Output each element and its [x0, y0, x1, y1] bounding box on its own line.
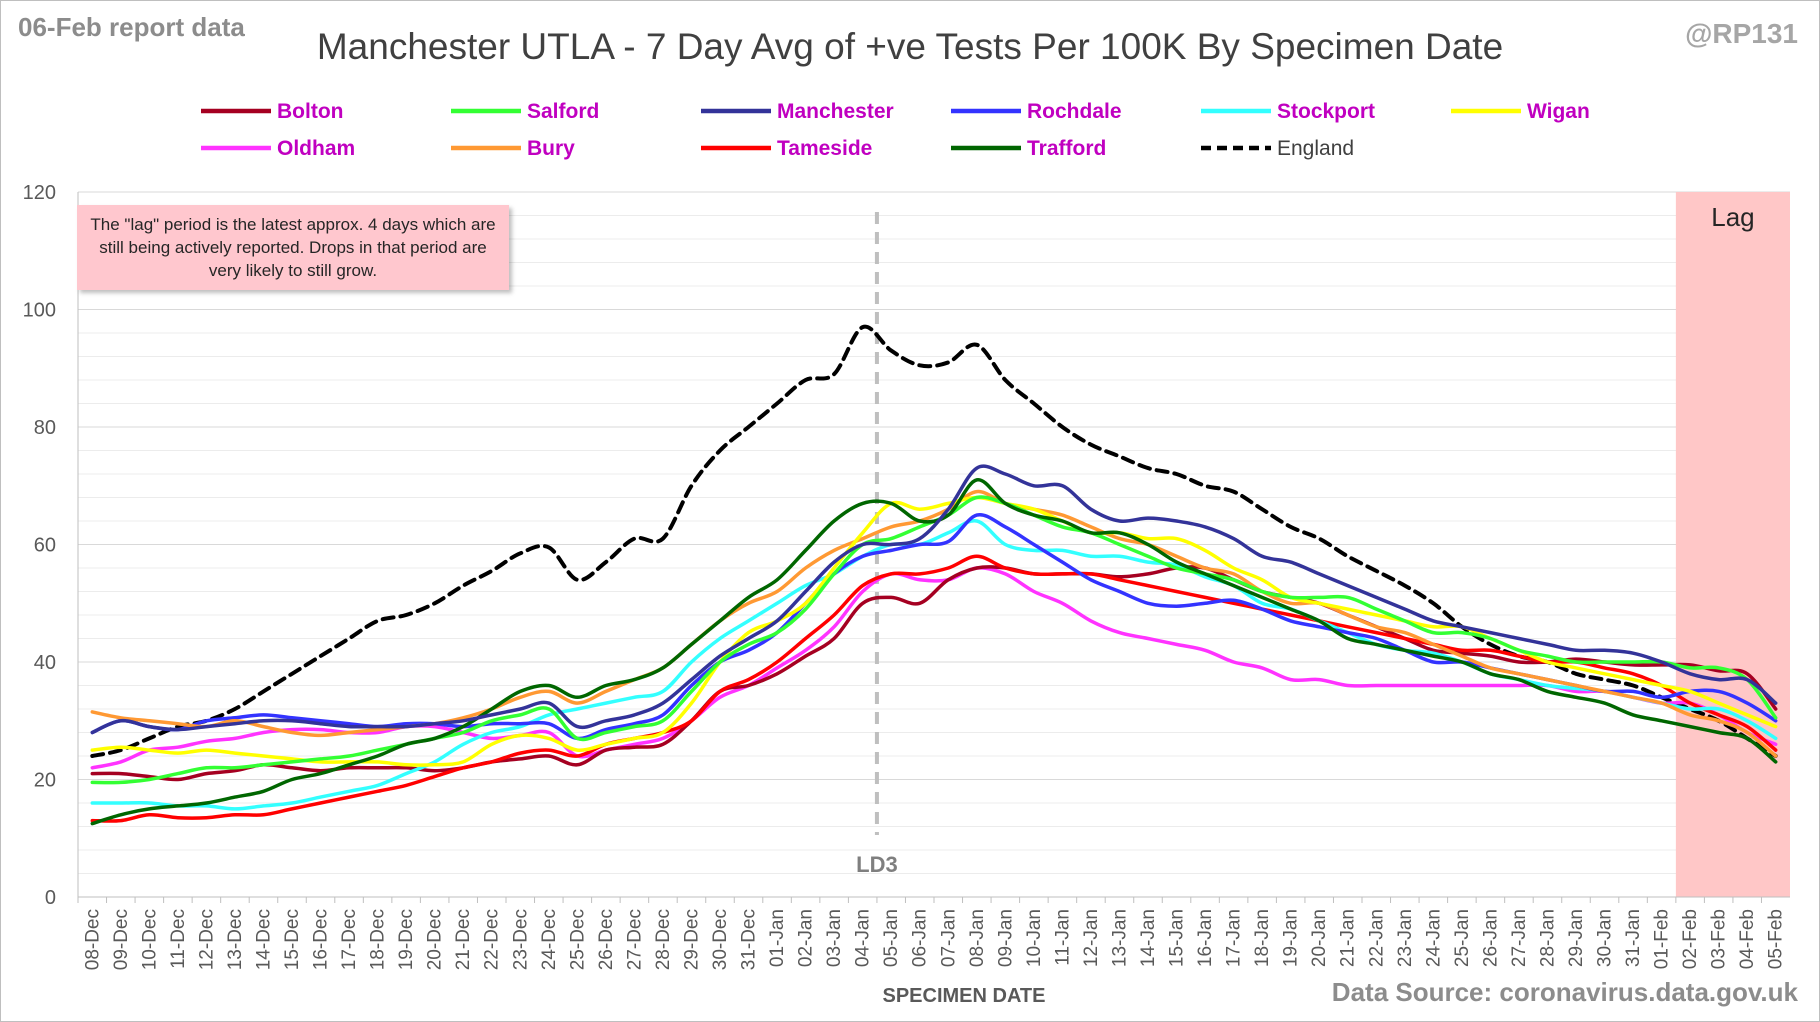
x-tick-label: 05-Jan [881, 909, 902, 967]
series-line-manchester [90, 464, 1778, 735]
x-tick-label: 16-Dec [311, 909, 332, 970]
x-tick-label: 16-Jan [1195, 909, 1216, 967]
legend-label-bolton: Bolton [277, 100, 343, 123]
y-tick-label: 0 [45, 887, 56, 909]
legend-label-manchester: Manchester [777, 100, 894, 123]
series-line-oldham [90, 566, 1778, 770]
x-tick-label: 13-Dec [225, 909, 246, 970]
x-tick-label: 21-Jan [1338, 909, 1359, 967]
x-tick-label: 20-Jan [1309, 909, 1330, 967]
x-tick-label: 26-Dec [596, 909, 617, 970]
x-tick-label: 02-Feb [1680, 909, 1701, 969]
x-tick-label: 10-Dec [139, 909, 160, 970]
legend-label-stockport: Stockport [1277, 100, 1375, 123]
x-tick-label: 12-Dec [196, 909, 217, 970]
x-tick-label: 23-Jan [1395, 909, 1416, 967]
x-tick-label: 15-Jan [1167, 909, 1188, 967]
x-tick-label: 29-Dec [681, 909, 702, 970]
x-tick-label: 10-Jan [1024, 909, 1045, 967]
x-tick-label: 31-Jan [1623, 909, 1644, 967]
x-tick-label: 17-Jan [1224, 909, 1245, 967]
x-tick-label: 01-Jan [767, 909, 788, 967]
x-tick-label: 09-Jan [995, 909, 1016, 967]
series-line-trafford [90, 478, 1778, 826]
x-tick-label: 02-Jan [796, 909, 817, 967]
y-tick-label: 20 [34, 770, 56, 792]
legend-label-oldham: Oldham [277, 137, 355, 160]
legend-label-england: England [1277, 137, 1354, 160]
ld3-label: LD3 [856, 852, 898, 877]
x-tick-label: 09-Dec [111, 909, 132, 970]
x-tick-label: 21-Dec [453, 909, 474, 970]
x-tick-label: 30-Dec [710, 909, 731, 970]
lag-note-callout: The "lag" period is the latest approx. 4… [77, 205, 509, 290]
x-tick-label: 23-Dec [510, 909, 531, 970]
x-tick-label: 18-Jan [1252, 909, 1273, 967]
x-tick-label: 03-Feb [1709, 909, 1730, 969]
chart-title: Manchester UTLA - 7 Day Avg of +ve Tests… [316, 26, 1504, 67]
legend-label-tameside: Tameside [777, 137, 872, 160]
x-tick-label: 12-Jan [1081, 909, 1102, 967]
legend-label-trafford: Trafford [1027, 137, 1106, 160]
x-tick-label: 31-Dec [739, 909, 760, 970]
x-tick-label: 20-Dec [425, 909, 446, 970]
x-tick-label: 11-Jan [1052, 909, 1073, 966]
x-tick-label: 03-Jan [824, 909, 845, 967]
x-tick-label: 30-Jan [1595, 909, 1616, 967]
x-tick-label: 29-Jan [1566, 909, 1587, 967]
lag-band [1675, 192, 1790, 897]
y-tick-label: 80 [34, 417, 56, 439]
series-line-bolton [90, 565, 1778, 782]
x-tick-label: 04-Jan [853, 909, 874, 967]
x-tick-label: 14-Jan [1138, 909, 1159, 967]
lag-label: Lag [1711, 202, 1754, 232]
x-tick-label: 01-Feb [1652, 909, 1673, 969]
x-tick-label: 26-Jan [1480, 909, 1501, 967]
y-tick-label: 120 [23, 182, 56, 204]
legend-label-rochdale: Rochdale [1027, 100, 1122, 123]
data-source-label: Data Source: coronavirus.data.gov.uk [1331, 977, 1798, 1007]
x-tick-label: 08-Jan [967, 909, 988, 967]
x-tick-label: 06-Jan [910, 909, 931, 967]
x-tick-label: 25-Dec [567, 909, 588, 970]
x-tick-label: 17-Dec [339, 909, 360, 970]
y-tick-label: 40 [34, 652, 56, 674]
x-tick-label: 22-Jan [1366, 909, 1387, 967]
y-tick-label: 100 [23, 300, 56, 322]
x-tick-label: 11-Dec [168, 909, 189, 969]
report-date-label: 06-Feb report data [18, 12, 245, 42]
x-axis-title: SPECIMEN DATE [883, 985, 1046, 1007]
x-tick-label: 04-Feb [1737, 909, 1758, 969]
legend-label-salford: Salford [527, 100, 599, 123]
series-line-england [90, 324, 1778, 758]
x-tick-label: 22-Dec [482, 909, 503, 970]
x-tick-label: 25-Jan [1452, 909, 1473, 967]
x-tick-label: 27-Dec [624, 909, 645, 970]
x-tick-label: 24-Jan [1423, 909, 1444, 967]
x-tick-label: 13-Jan [1109, 909, 1130, 967]
x-tick-label: 27-Jan [1509, 909, 1530, 967]
x-tick-label: 05-Feb [1766, 909, 1787, 969]
x-tick-label: 28-Dec [653, 909, 674, 970]
author-handle: @RP131 [1685, 18, 1798, 49]
y-tick-label: 60 [34, 535, 56, 557]
x-tick-label: 08-Dec [82, 909, 103, 970]
x-tick-label: 28-Jan [1537, 909, 1558, 967]
x-tick-label: 15-Dec [282, 909, 303, 970]
x-tick-label: 14-Dec [253, 909, 274, 970]
series-line-bury [90, 489, 1778, 758]
x-tick-label: 24-Dec [539, 909, 560, 970]
x-tick-label: 07-Jan [938, 909, 959, 967]
series-line-rochdale [90, 512, 1778, 741]
x-tick-label: 19-Dec [396, 909, 417, 970]
x-tick-label: 19-Jan [1281, 909, 1302, 967]
legend-label-wigan: Wigan [1527, 100, 1590, 123]
x-tick-label: 18-Dec [368, 909, 389, 970]
series-line-tameside [90, 554, 1778, 823]
legend-label-bury: Bury [527, 137, 575, 160]
